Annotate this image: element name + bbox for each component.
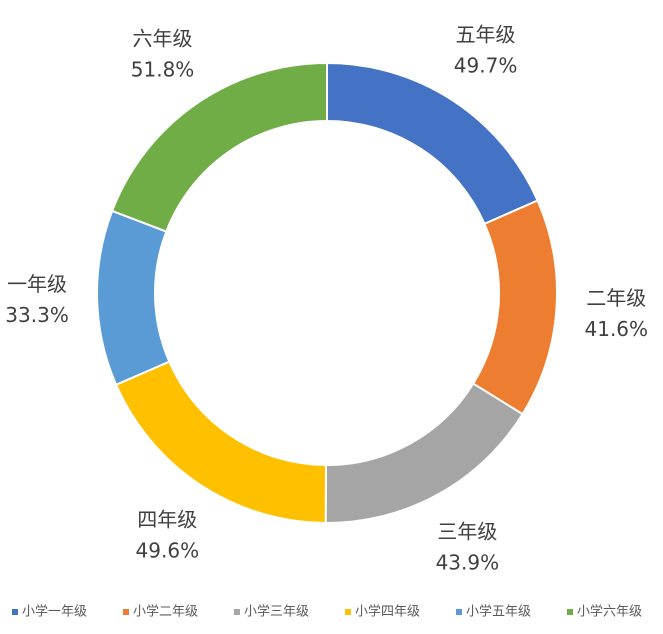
legend-swatch: [123, 609, 129, 615]
slice: [96, 209, 171, 387]
slice: [110, 61, 328, 233]
value-label: 51.8%: [131, 58, 195, 82]
legend-label: 小学四年级: [355, 604, 420, 620]
legend-label: 小学五年级: [466, 604, 531, 620]
value-label: 49.6%: [136, 539, 200, 563]
slice: [114, 360, 328, 525]
legend-swatch: [234, 609, 240, 615]
slice-label: 一年级: [7, 272, 67, 296]
slice: [326, 61, 539, 226]
slice-label: 六年级: [133, 27, 193, 51]
value-label: 33.3%: [5, 303, 69, 327]
legend-label: 小学一年级: [22, 604, 87, 620]
legend-label: 小学六年级: [577, 604, 642, 620]
slice-label: 三年级: [437, 519, 497, 543]
value-label: 49.7%: [454, 54, 518, 78]
slice: [324, 382, 524, 524]
value-label: 41.6%: [585, 317, 649, 341]
legend-swatch: [456, 609, 462, 615]
legend-label: 小学三年级: [244, 604, 309, 620]
legend-swatch: [345, 609, 351, 615]
legend-swatch: [12, 609, 18, 615]
slice-label: 五年级: [456, 23, 516, 47]
legend-swatch: [567, 609, 573, 615]
slice-label: 四年级: [137, 508, 197, 532]
value-label: 43.9%: [436, 550, 500, 574]
legend-label: 小学二年级: [133, 604, 198, 620]
slice: [471, 199, 558, 416]
slice-label: 二年级: [586, 286, 646, 310]
